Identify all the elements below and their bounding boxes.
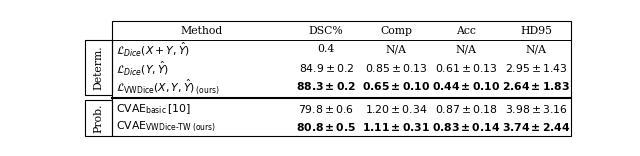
Text: $\mathbf{0.65 \pm 0.10}$: $\mathbf{0.65 \pm 0.10}$ bbox=[362, 80, 430, 92]
Text: $0.85 \pm 0.13$: $0.85 \pm 0.13$ bbox=[365, 62, 428, 74]
Text: $\mathbf{1.11 \pm 0.31}$: $\mathbf{1.11 \pm 0.31}$ bbox=[362, 121, 430, 133]
Text: N/A: N/A bbox=[525, 44, 547, 54]
Text: Determ.: Determ. bbox=[93, 46, 104, 90]
Text: $\mathrm{CVAE}_{\mathrm{VWDice\text{-}TW}}\,_{\mathrm{(ours)}}$: $\mathrm{CVAE}_{\mathrm{VWDice\text{-}TW… bbox=[116, 120, 216, 134]
Text: N/A: N/A bbox=[385, 44, 406, 54]
Text: $84.9 \pm 0.2$: $84.9 \pm 0.2$ bbox=[298, 62, 354, 74]
Text: 0.4: 0.4 bbox=[317, 44, 335, 54]
Text: $\mathbf{80.8 \pm 0.5}$: $\mathbf{80.8 \pm 0.5}$ bbox=[296, 121, 356, 133]
Bar bbox=[85, 40, 112, 95]
Text: $\mathbf{3.74 \pm 2.44}$: $\mathbf{3.74 \pm 2.44}$ bbox=[502, 121, 570, 133]
Text: N/A: N/A bbox=[456, 44, 477, 54]
Text: Acc: Acc bbox=[456, 26, 476, 36]
Text: HD95: HD95 bbox=[520, 26, 552, 36]
Text: $\mathbf{0.44 \pm 0.10}$: $\mathbf{0.44 \pm 0.10}$ bbox=[432, 80, 500, 92]
Text: Prob.: Prob. bbox=[93, 103, 104, 133]
Bar bbox=[85, 100, 112, 136]
Text: $0.87 \pm 0.18$: $0.87 \pm 0.18$ bbox=[435, 103, 497, 115]
Text: $1.20 \pm 0.34$: $1.20 \pm 0.34$ bbox=[365, 103, 428, 115]
Text: $\mathrm{CVAE}_{\mathrm{basic}}\,[10]$: $\mathrm{CVAE}_{\mathrm{basic}}\,[10]$ bbox=[116, 102, 191, 116]
Text: $\mathbf{2.64 \pm 1.83}$: $\mathbf{2.64 \pm 1.83}$ bbox=[502, 80, 570, 92]
Text: $\mathbf{88.3 \pm 0.2}$: $\mathbf{88.3 \pm 0.2}$ bbox=[296, 80, 356, 92]
Text: $\mathcal{L}_{\mathrm{VWDice}}(X,Y,\hat{Y})\,_{\mathrm{(ours)}}$: $\mathcal{L}_{\mathrm{VWDice}}(X,Y,\hat{… bbox=[116, 77, 220, 95]
Text: $79.8 \pm 0.6$: $79.8 \pm 0.6$ bbox=[298, 103, 354, 115]
Text: $0.61 \pm 0.13$: $0.61 \pm 0.13$ bbox=[435, 62, 497, 74]
Text: Comp: Comp bbox=[380, 26, 412, 36]
Text: DSC%: DSC% bbox=[308, 26, 344, 36]
Text: $2.95 \pm 1.43$: $2.95 \pm 1.43$ bbox=[504, 62, 568, 74]
Text: $\mathbf{0.83 \pm 0.14}$: $\mathbf{0.83 \pm 0.14}$ bbox=[432, 121, 500, 133]
Text: Method: Method bbox=[180, 26, 223, 36]
Text: $\mathcal{L}_{Dice}(X+Y,\hat{Y})$: $\mathcal{L}_{Dice}(X+Y,\hat{Y})$ bbox=[116, 40, 190, 58]
Text: $3.98 \pm 3.16$: $3.98 \pm 3.16$ bbox=[504, 103, 568, 115]
Text: $\mathcal{L}_{Dice}(Y,\hat{Y})$: $\mathcal{L}_{Dice}(Y,\hat{Y})$ bbox=[116, 59, 170, 77]
